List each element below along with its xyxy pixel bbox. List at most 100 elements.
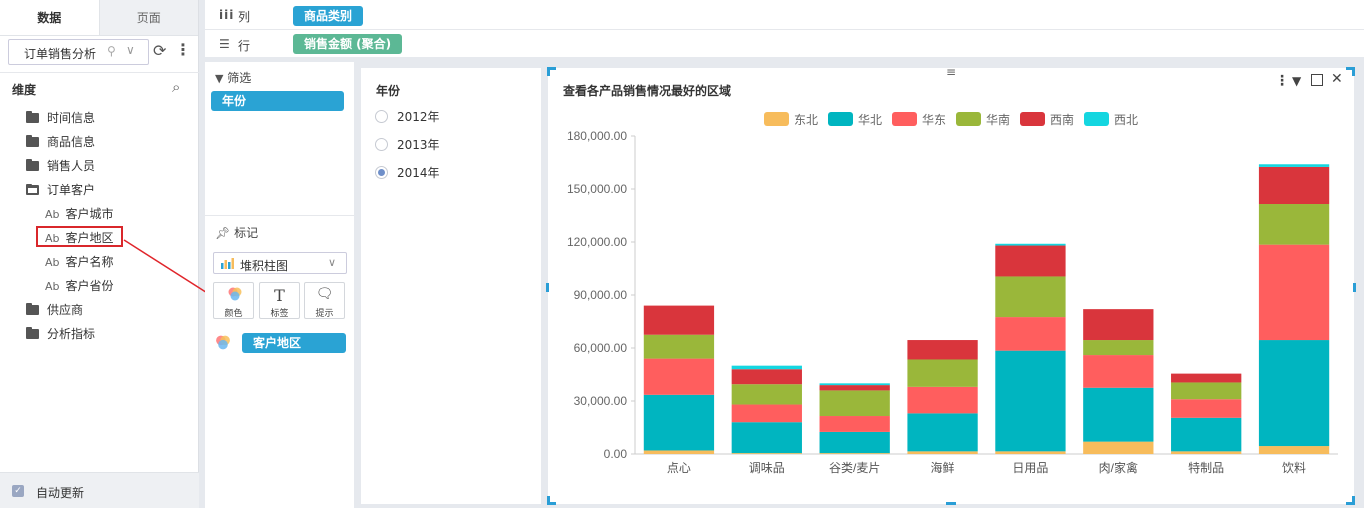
chart-panel[interactable]: ≡ 查看各产品销售情况最好的区域 ⋮ ▼ ✕ 东北 华北 华东 华南 西南 西北 0.00…	[546, 65, 1356, 505]
tree-label: 时间信息	[47, 111, 96, 125]
columns-icon: iii	[219, 8, 235, 22]
resize-handle[interactable]	[547, 67, 556, 76]
color-button-label: 颜色	[224, 309, 243, 319]
radio-2012[interactable]: 2012年	[375, 108, 440, 125]
x-tick-label: 特制品	[1188, 460, 1224, 475]
text-field-icon: Ab	[45, 280, 60, 293]
tree-folder-metrics[interactable]: 分析指标	[26, 325, 95, 345]
legend-swatch	[892, 112, 917, 126]
color-field-pill[interactable]: 客户地区	[242, 333, 346, 353]
x-tick-label: 肉/家禽	[1099, 460, 1138, 475]
y-tick-label: 60,000.00	[574, 341, 628, 355]
drag-handle-icon[interactable]: ≡	[946, 65, 957, 79]
tab-page[interactable]: 页面	[98, 0, 198, 35]
chart-type-select[interactable]: 堆积柱图 ∨	[213, 252, 347, 274]
bar-segment	[995, 276, 1066, 318]
y-tick-label: 150,000.00	[567, 182, 627, 196]
radio-2014[interactable]: 2014年	[375, 164, 440, 181]
more-vert-icon[interactable]: ⋮	[1275, 73, 1289, 89]
rows-label: 行	[238, 39, 251, 53]
legend-swatch	[1084, 112, 1109, 126]
color-circles-icon	[216, 335, 230, 350]
tree-folder-product[interactable]: 商品信息	[26, 133, 95, 153]
tree-folder-sales[interactable]: 销售人员	[26, 157, 95, 177]
more-vert-icon[interactable]: ⋮	[175, 40, 191, 59]
tree-label: 商品信息	[47, 135, 96, 149]
rows-icon: ☰	[219, 37, 230, 51]
rows-shelf[interactable]: ☰ 行 销售金额 (聚合)	[205, 31, 1364, 59]
resize-handle[interactable]	[1346, 496, 1355, 505]
bar-segment	[1171, 417, 1242, 452]
folder-icon	[26, 159, 39, 171]
legend: 东北 华北 华东 华南 西南 西北	[764, 112, 1138, 127]
bar-segment	[1258, 166, 1330, 205]
maximize-icon[interactable]	[1311, 74, 1323, 86]
bar-segment	[819, 390, 890, 417]
x-axis: 点心 调味品 谷类/麦片 海鲜 日用品 肉/家禽 特制品 饮料	[667, 460, 1306, 475]
refresh-icon[interactable]: ⟳	[153, 41, 167, 60]
search-icon[interactable]: ⚲	[107, 44, 116, 58]
color-circles-icon	[228, 287, 242, 301]
columns-field-pill[interactable]: 商品类别	[293, 6, 364, 26]
bar-segment	[1083, 340, 1154, 356]
tree-folder-customer[interactable]: 订单客户	[26, 181, 95, 201]
bar-segment	[1083, 355, 1154, 388]
datasource-select[interactable]: 订单销售分析 ⚲ ∨	[8, 39, 149, 65]
legend-label: 西南	[1050, 112, 1074, 127]
tree-folder-time[interactable]: 时间信息	[26, 109, 95, 129]
y-tick-label: 180,000.00	[567, 129, 627, 143]
legend-swatch	[828, 112, 853, 126]
text-field-icon: Ab	[45, 208, 60, 221]
close-icon[interactable]: ✕	[1331, 71, 1343, 87]
folder-icon	[26, 327, 39, 339]
label-button[interactable]: T 标签	[259, 282, 300, 319]
search-icon[interactable]: ⌕	[172, 78, 181, 96]
resize-handle[interactable]	[1353, 283, 1356, 292]
tree-field-province[interactable]: Ab 客户省份	[45, 277, 114, 297]
text-field-icon: Ab	[45, 232, 60, 245]
bar-segment	[1258, 244, 1330, 341]
resize-handle[interactable]	[547, 496, 556, 505]
resize-handle[interactable]	[1346, 67, 1355, 76]
bar-segment	[1171, 373, 1242, 383]
tree-label: 客户城市	[65, 207, 114, 221]
radio-circle	[375, 110, 388, 123]
bar-segment	[1171, 399, 1242, 418]
dimension-header: 维度 ⌕	[0, 72, 199, 104]
filter-icon[interactable]: ▼	[1292, 74, 1302, 88]
bar-segment	[819, 383, 890, 386]
bar-chart-icon	[221, 258, 234, 269]
bar-segment	[819, 431, 890, 454]
tooltip-button[interactable]: 🗨︎ 提示	[304, 282, 345, 319]
radio-label: 2013年	[397, 138, 440, 152]
bar-segment	[819, 416, 890, 432]
bar-segment	[1171, 451, 1242, 454]
bar-segment	[731, 453, 802, 454]
bar-segment	[1171, 382, 1242, 400]
tab-data[interactable]: 数据	[0, 0, 99, 35]
dimension-title: 维度	[12, 83, 37, 97]
tree-field-name[interactable]: Ab 客户名称	[45, 253, 114, 273]
bar-segment	[643, 358, 715, 395]
resize-handle[interactable]	[946, 502, 956, 505]
tree-field-region[interactable]: Ab 客户地区	[45, 229, 114, 249]
tree-folder-supplier[interactable]: 供应商	[26, 301, 83, 321]
color-button[interactable]: 颜色	[213, 282, 254, 319]
bar-segment	[819, 385, 890, 391]
pin-icon: 📌︎	[215, 226, 231, 240]
auto-update-checkbox[interactable]: ✓	[12, 485, 24, 497]
filter-title: 年份	[376, 84, 401, 98]
filter-header: ▼ 筛选	[215, 71, 252, 85]
speech-bubble-icon: 🗨︎	[315, 286, 334, 302]
resize-handle[interactable]	[546, 283, 549, 292]
filter-pill-year[interactable]: 年份	[211, 91, 344, 111]
chevron-down-icon[interactable]: ∨	[126, 43, 135, 57]
auto-update-row: ✓ 自动更新	[0, 472, 199, 508]
x-tick-label: 饮料	[1282, 461, 1306, 475]
x-tick-label: 谷类/麦片	[829, 461, 880, 475]
columns-shelf[interactable]: iii 列 商品类别	[205, 2, 1364, 30]
legend-label: 华东	[922, 113, 946, 127]
radio-2013[interactable]: 2013年	[375, 136, 440, 153]
tree-field-city[interactable]: Ab 客户城市	[45, 205, 114, 225]
rows-field-pill[interactable]: 销售金额 (聚合)	[293, 34, 403, 54]
